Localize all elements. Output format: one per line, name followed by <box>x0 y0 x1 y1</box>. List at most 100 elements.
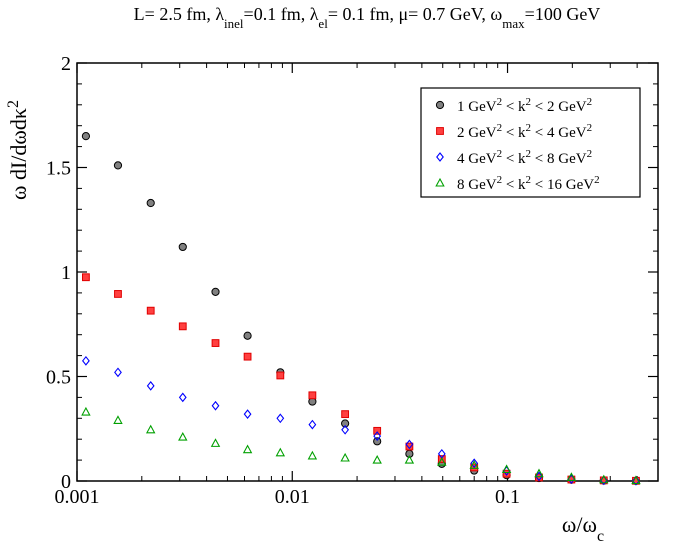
data-point <box>373 426 382 435</box>
text-part: 1 GeV <box>457 99 497 115</box>
chart-title: L= 2.5 fm, λinel=0.1 fm, λel= 0.1 fm, μ=… <box>134 4 601 31</box>
data-point <box>502 469 511 478</box>
text-part: < k <box>502 151 526 167</box>
legend-label: 2 GeV2 < k2 < 4 GeV2 <box>457 122 592 141</box>
text-part: < 4 GeV <box>531 125 587 141</box>
data-point <box>405 439 414 450</box>
data-point <box>404 454 415 464</box>
legend-box <box>420 87 641 198</box>
data-point <box>146 381 155 391</box>
y-tick-label: 1 <box>61 262 71 284</box>
text-part: ω dI/dωdκ <box>6 108 31 200</box>
legend-marker <box>436 127 444 135</box>
data-point <box>243 409 252 420</box>
data-point <box>373 431 382 441</box>
superscript: 2 <box>587 122 593 134</box>
superscript: 2 <box>526 174 532 186</box>
data-point <box>242 444 253 454</box>
superscript: 2 <box>526 148 532 160</box>
data-point <box>276 371 285 380</box>
x-tick-label: 0.01 <box>275 486 310 508</box>
data-point <box>211 287 220 296</box>
data-point <box>469 460 479 469</box>
text-part: L= 2.5 fm, λ <box>134 4 225 24</box>
data-point <box>341 410 350 419</box>
data-point <box>146 306 155 315</box>
y-tick-label: 0 <box>61 471 71 493</box>
legend-marker <box>436 152 444 162</box>
subscript: el <box>318 16 328 31</box>
superscript: 2 <box>497 122 503 134</box>
text-part: < k <box>502 125 526 141</box>
data-point <box>81 406 91 416</box>
superscript: 2 <box>526 122 532 134</box>
text-part: < 8 GeV <box>531 151 587 167</box>
data-point <box>405 442 414 451</box>
data-point <box>534 468 544 478</box>
legend-marker <box>435 100 445 110</box>
superscript: 2 <box>587 148 593 160</box>
text-part: < 16 GeV <box>531 177 594 193</box>
x-tick-label: 0.001 <box>55 486 100 508</box>
data-point <box>211 400 220 411</box>
data-point <box>210 438 221 447</box>
superscript: 2 <box>5 100 22 108</box>
superscript: 2 <box>526 96 532 108</box>
series-3 <box>82 355 640 486</box>
superscript: 2 <box>497 174 503 186</box>
text-part: < k <box>502 177 526 193</box>
data-point <box>566 472 577 481</box>
data-point <box>373 437 382 446</box>
data-point <box>308 391 317 400</box>
x-axis-label: ω/ωc <box>562 512 604 545</box>
subscript: max <box>502 16 525 31</box>
data-point <box>178 431 188 441</box>
data-point <box>275 447 286 457</box>
superscript: 2 <box>497 96 503 108</box>
data-point <box>276 413 285 424</box>
y-tick-label: 0.5 <box>46 367 71 389</box>
series-4 <box>81 406 641 485</box>
text-part: ω/ω <box>562 512 597 537</box>
text-part: =0.1 fm, λ <box>244 4 319 24</box>
data-point <box>146 198 155 208</box>
superscript: 2 <box>497 148 503 160</box>
superscript: 2 <box>587 96 593 108</box>
data-point <box>599 474 609 484</box>
superscript: 2 <box>594 174 600 186</box>
data-point <box>178 392 187 403</box>
data-point <box>341 419 350 428</box>
data-point <box>470 458 479 469</box>
y-tick-label: 1.5 <box>46 158 71 180</box>
y-axis-label: ω dI/dωdκ2 <box>5 100 32 200</box>
data-point <box>178 322 187 331</box>
text-part: < 2 GeV <box>531 99 587 115</box>
data-point <box>372 454 382 464</box>
data-point <box>501 464 512 474</box>
subscript: c <box>597 528 604 545</box>
text-part: =100 GeV <box>525 4 601 24</box>
series-2 <box>82 273 640 485</box>
text-part: 2 GeV <box>457 125 497 141</box>
data-point <box>82 273 90 282</box>
text-part: < k <box>502 99 526 115</box>
data-point <box>178 242 187 252</box>
legend-label: 1 GeV2 < k2 < 2 GeV2 <box>457 96 592 115</box>
legend-label: 4 GeV2 < k2 < 8 GeV2 <box>457 148 592 167</box>
data-point <box>308 419 317 430</box>
data-point <box>113 415 123 424</box>
data-point <box>243 352 252 361</box>
data-point <box>82 355 90 366</box>
data-point <box>631 475 641 485</box>
text-part: 4 GeV <box>457 151 497 167</box>
legend-marker <box>435 177 445 187</box>
data-point <box>211 339 220 347</box>
y-tick-label: 2 <box>61 53 71 75</box>
data-point <box>307 450 318 460</box>
x-tick-label: 0.1 <box>495 486 520 508</box>
data-point <box>81 132 91 141</box>
data-point <box>113 161 123 170</box>
data-point <box>243 331 252 340</box>
